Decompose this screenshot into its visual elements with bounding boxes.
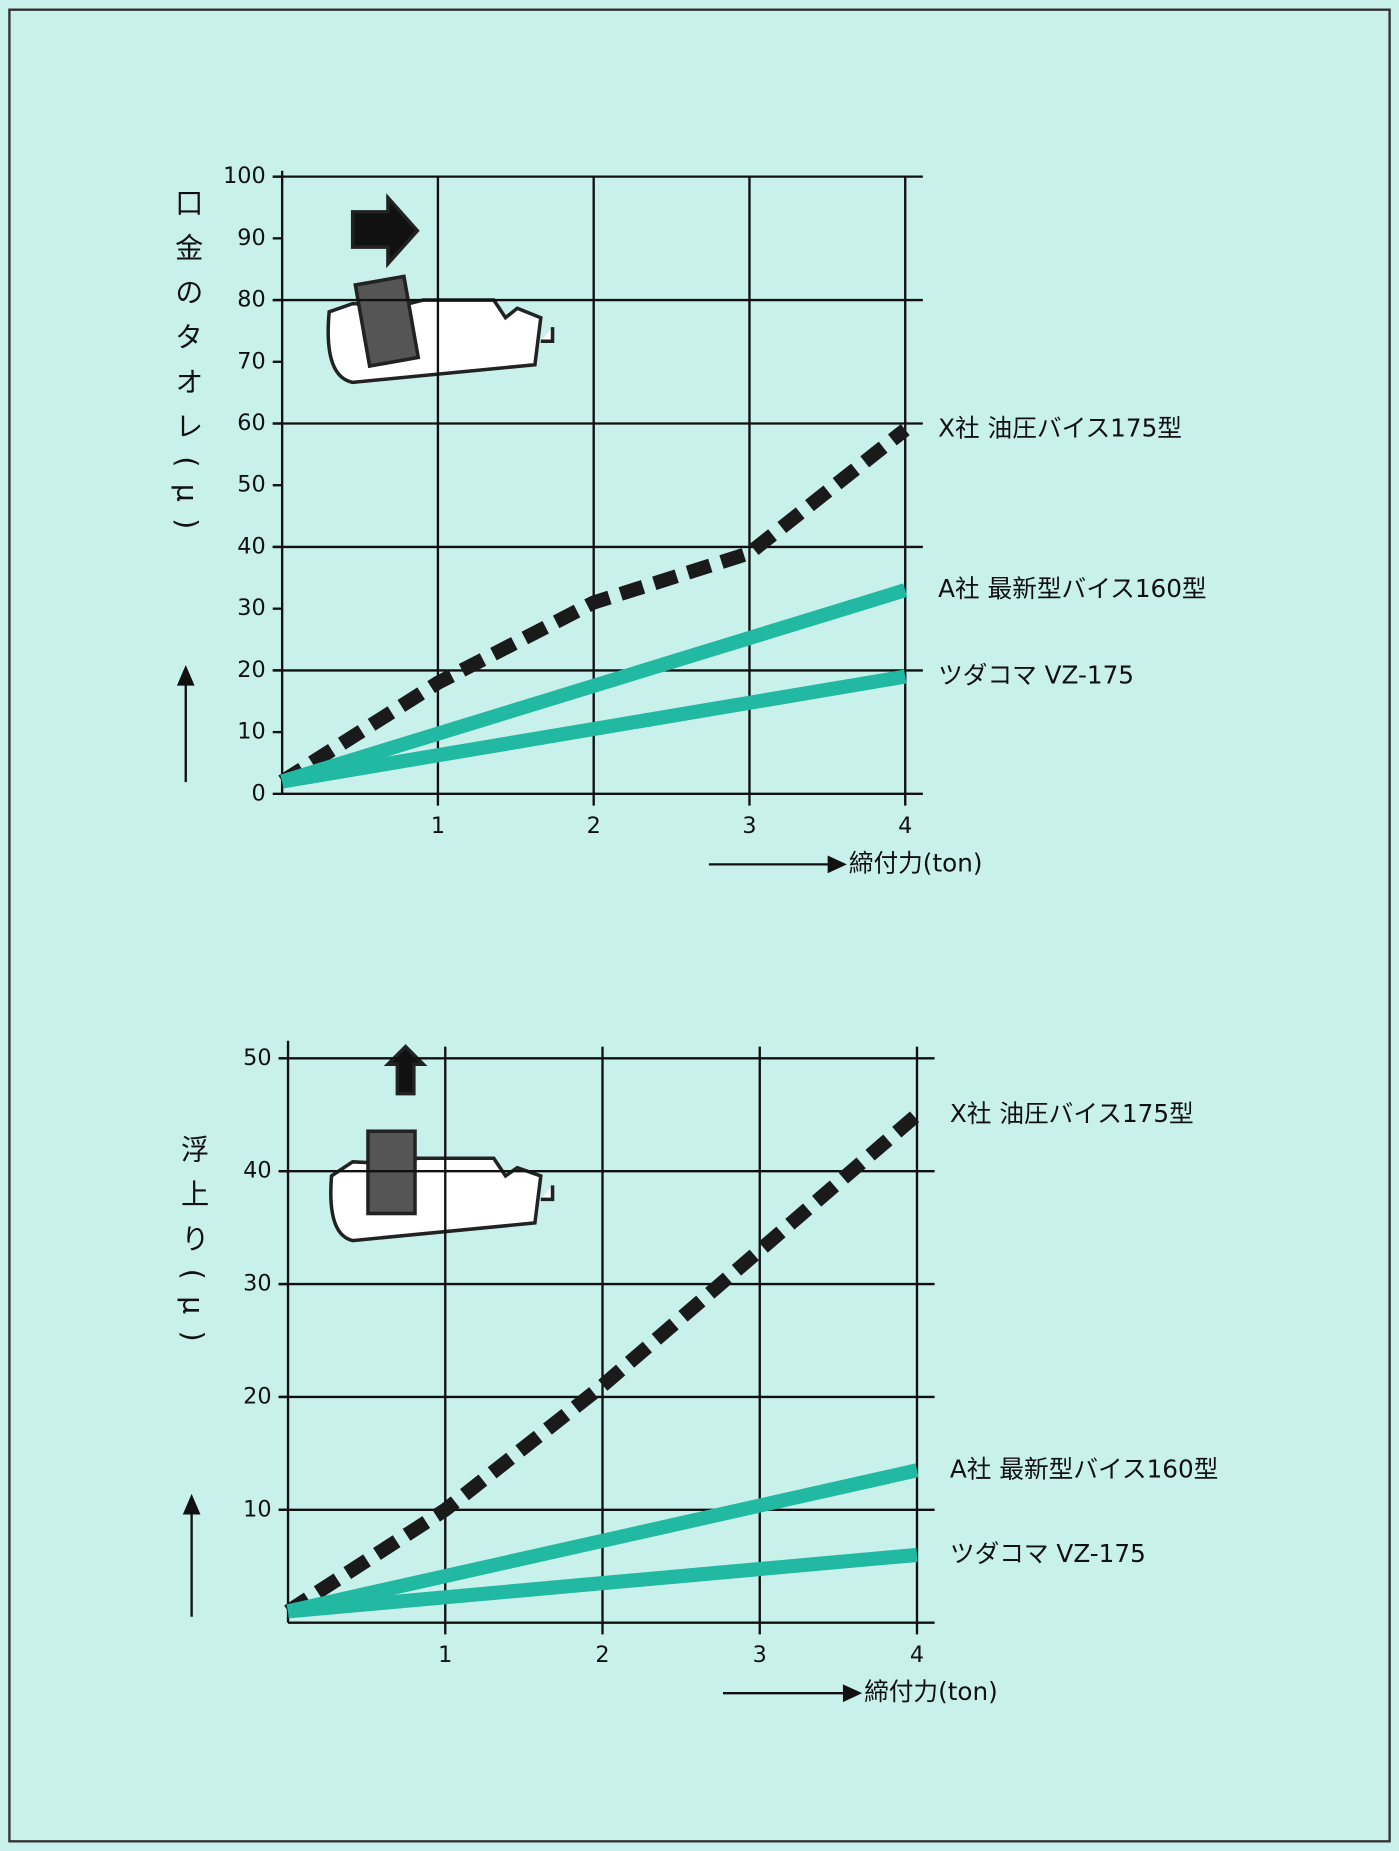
series-label: A社 最新型バイス160型 (950, 1454, 1218, 1483)
series-label: A社 最新型バイス160型 (938, 574, 1206, 603)
y-tick-label: 50 (243, 1045, 271, 1071)
x-axis-label: 締付力(ton) (849, 848, 983, 877)
x-tick-label: 1 (438, 1642, 452, 1668)
y-tick-label: 90 (237, 225, 265, 251)
series-line (286, 1463, 919, 1619)
series-label: ツダコマ VZ-175 (950, 1539, 1146, 1568)
x-tick-label: 2 (595, 1642, 609, 1668)
y-tick-label: 70 (237, 348, 265, 374)
series-line (280, 583, 908, 789)
series-line (280, 669, 907, 789)
x-axis-label: 締付力(ton) (864, 1677, 998, 1706)
x-tick-label: 3 (753, 1642, 767, 1668)
vise-icon (329, 1044, 555, 1243)
y-tick-label: 20 (243, 1383, 271, 1409)
series-line (287, 1547, 918, 1619)
series-label: ツダコマ VZ-175 (938, 661, 1134, 690)
series-label: X社 油圧バイス175型 (938, 414, 1182, 443)
x-tick-label: 2 (587, 813, 601, 839)
y-tick-label: 40 (243, 1158, 271, 1184)
y-tick-label: 10 (237, 719, 265, 745)
series-label: X社 油圧バイス175型 (950, 1099, 1194, 1128)
x-tick-label: 4 (910, 1642, 924, 1668)
y-tick-label: 30 (243, 1271, 271, 1297)
y-tick-label: 80 (237, 287, 265, 313)
y-tick-label: 20 (237, 657, 265, 683)
vise-icon (326, 193, 555, 385)
y-axis-label: 口金のタオレ(μ) (171, 188, 204, 545)
x-arrow (708, 855, 863, 1703)
series-line (278, 424, 910, 788)
y-tick-label: 100 (223, 163, 266, 189)
y-arrow (176, 665, 201, 1617)
x-tick-label: 1 (431, 813, 445, 839)
y-tick-label: 50 (237, 472, 265, 498)
series-line (284, 1109, 922, 1618)
y-tick-label: 0 (251, 780, 265, 806)
x-tick-label: 3 (742, 813, 756, 839)
y-axis-label: 浮上り(μ) (177, 1135, 210, 1359)
y-tick-label: 10 (243, 1496, 271, 1522)
y-tick-label: 30 (237, 595, 265, 621)
y-tick-label: 60 (237, 410, 265, 436)
x-tick-label: 4 (898, 813, 912, 839)
frame (8, 8, 1391, 1843)
y-tick-label: 40 (237, 533, 265, 559)
